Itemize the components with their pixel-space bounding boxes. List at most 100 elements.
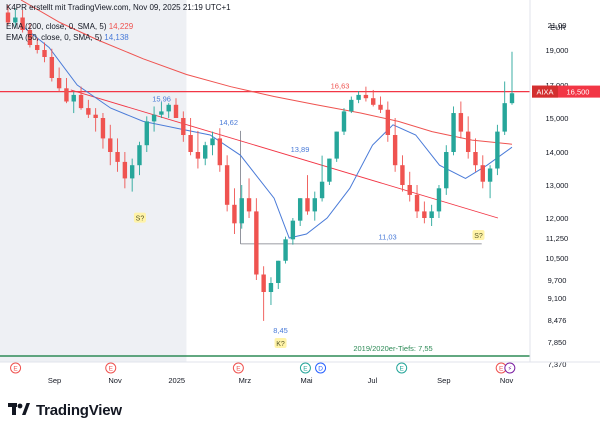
candle-body bbox=[42, 50, 47, 57]
candle-body bbox=[495, 131, 500, 169]
chart-attribution: K4PR erstellt mit TradingView.com, Nov 0… bbox=[6, 3, 231, 12]
candle-body bbox=[188, 135, 193, 152]
last-price-label: 16,500 bbox=[567, 88, 590, 97]
candle-body bbox=[173, 104, 179, 118]
price-tick-label: 14,000 bbox=[546, 148, 569, 157]
candle-body bbox=[181, 118, 186, 135]
candle-body bbox=[108, 138, 113, 152]
candle-body bbox=[414, 194, 420, 212]
candle-body bbox=[502, 103, 507, 132]
candle-body bbox=[371, 98, 376, 105]
tradingview-logo-icon bbox=[8, 403, 30, 415]
candle-body bbox=[283, 239, 288, 261]
ema50-legend-value: 14,138 bbox=[104, 33, 129, 42]
price-tick-label: 21,00 bbox=[548, 21, 567, 30]
candle-body bbox=[509, 93, 515, 104]
event-marker-icon bbox=[105, 362, 117, 374]
candle-body bbox=[334, 131, 339, 159]
event-marker-icon bbox=[10, 362, 22, 374]
event-marker-icon bbox=[299, 362, 311, 374]
tradingview-brand[interactable]: TradingView bbox=[8, 398, 122, 422]
candle-body bbox=[341, 111, 347, 132]
candle-body bbox=[444, 152, 449, 189]
premarket-shade bbox=[0, 0, 187, 362]
time-tick-label: Sep bbox=[48, 376, 61, 385]
marker-badge bbox=[274, 338, 287, 348]
marker-badge bbox=[133, 212, 146, 223]
candle-body bbox=[356, 94, 361, 100]
candle-body bbox=[71, 94, 76, 102]
candle-body bbox=[224, 165, 230, 205]
price-tick-label: 12,000 bbox=[546, 214, 569, 223]
event-marker-icon bbox=[232, 362, 244, 374]
event-marker-letter: D bbox=[318, 366, 323, 373]
price-tick-label: 9,100 bbox=[548, 294, 567, 303]
price-annotation: 16,63 bbox=[331, 81, 350, 90]
candle-body bbox=[436, 188, 442, 212]
candle-body bbox=[392, 135, 398, 166]
event-marker-letter: E bbox=[499, 366, 504, 373]
price-axis[interactable]: EUR 19,000 17,000 15,000 14,000 13,000 12,000 1… bbox=[529, 0, 600, 369]
price-tick-label: 15,000 bbox=[546, 114, 569, 123]
candle-body bbox=[151, 114, 157, 122]
ema50-legend[interactable]: EMA (50, close, 0, SMA, 5) 14,138 bbox=[6, 33, 129, 43]
candle-body bbox=[254, 211, 259, 275]
candle-body bbox=[429, 211, 434, 218]
candle-body bbox=[159, 111, 164, 115]
price-annotation: 14,62 bbox=[219, 118, 238, 127]
candle-body bbox=[64, 88, 69, 102]
event-marker-letter: E bbox=[236, 366, 241, 373]
time-axis[interactable]: Sep Nov 2025 Mrz Mai Jul Sep Nov bbox=[0, 361, 600, 385]
candle-body bbox=[327, 158, 332, 182]
ema50-line bbox=[20, 24, 513, 239]
price-annotation: 15,96 bbox=[152, 95, 171, 104]
event-marker-letter: ⚡ bbox=[508, 366, 513, 373]
candle-body bbox=[144, 121, 149, 146]
chart-levels bbox=[0, 89, 530, 357]
time-tick-label: Mrz bbox=[239, 376, 252, 385]
ema200-line bbox=[20, 0, 513, 145]
event-marker-icon bbox=[315, 362, 327, 374]
event-marker-icon bbox=[504, 362, 516, 374]
candle-body bbox=[297, 198, 303, 221]
descending-trendline bbox=[70, 89, 499, 219]
candle-body bbox=[385, 109, 391, 135]
tradingview-wordmark: TradingView bbox=[36, 401, 122, 419]
candle-body bbox=[319, 181, 325, 199]
price-annotation: 13,89 bbox=[291, 145, 310, 154]
candle-body bbox=[268, 283, 274, 292]
candle-body bbox=[93, 114, 98, 118]
candle-body bbox=[232, 204, 237, 224]
candle-body bbox=[422, 211, 427, 218]
candle-body bbox=[400, 165, 405, 185]
price-annotation: 8,45 bbox=[273, 326, 288, 335]
event-marker-letter: E bbox=[109, 366, 114, 373]
candle-body bbox=[13, 17, 18, 23]
candle-body bbox=[210, 138, 215, 146]
candle-body bbox=[305, 198, 310, 212]
candle-body bbox=[378, 104, 383, 110]
ema200-legend[interactable]: EMA (200, close, 0, SMA, 5) 14,229 bbox=[6, 22, 133, 32]
candle-body bbox=[349, 99, 354, 112]
candle-body bbox=[5, 12, 11, 23]
marker-label: K? bbox=[276, 341, 285, 348]
candle-body bbox=[480, 165, 485, 182]
price-tick-label: 7,370 bbox=[548, 360, 567, 369]
time-tick-label: Sep bbox=[437, 376, 450, 385]
price-tick-label: 13,000 bbox=[546, 181, 569, 190]
price-tick-label: 10,500 bbox=[546, 254, 569, 263]
candle-body bbox=[35, 45, 40, 50]
candle-body bbox=[86, 108, 91, 115]
candle-body bbox=[137, 145, 142, 166]
time-tick-label: Jul bbox=[368, 376, 378, 385]
candle-body bbox=[56, 78, 62, 89]
candle-body bbox=[100, 118, 106, 139]
price-tick-label: 9,700 bbox=[548, 276, 567, 285]
candle-body bbox=[129, 165, 135, 179]
time-tick-label: Nov bbox=[108, 376, 122, 385]
candle-body bbox=[290, 220, 296, 240]
ema200-legend-label: EMA (200, close, 0, SMA, 5) bbox=[6, 22, 107, 31]
currency-label: EUR bbox=[550, 23, 566, 32]
candles bbox=[5, 5, 515, 321]
